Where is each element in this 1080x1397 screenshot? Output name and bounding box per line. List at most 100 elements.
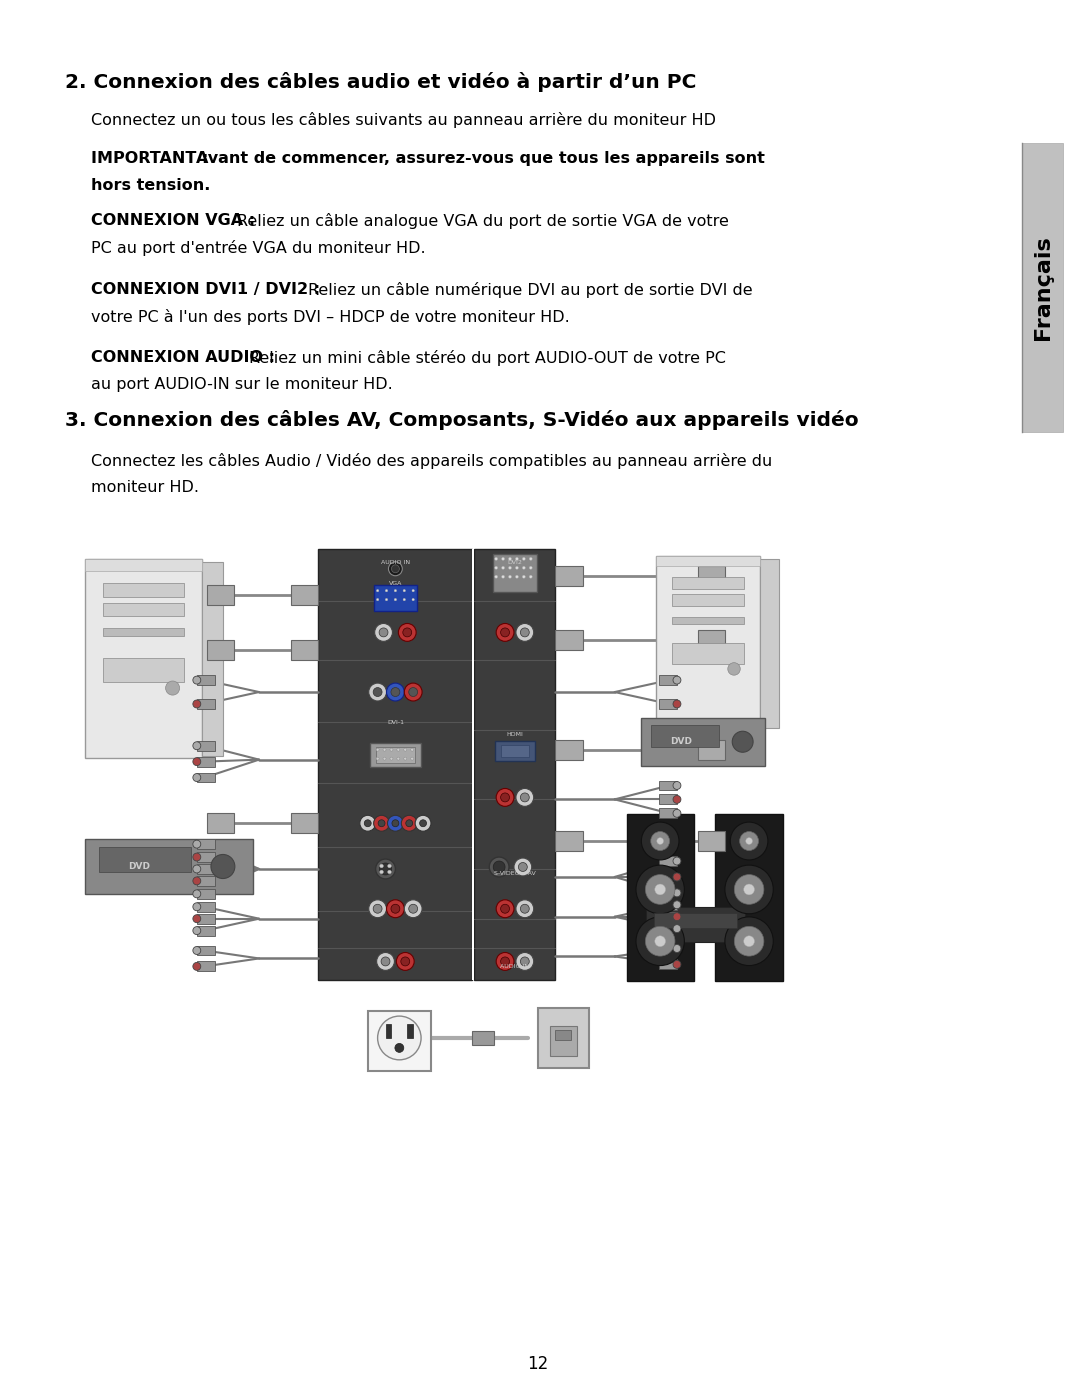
Circle shape xyxy=(673,925,680,933)
Circle shape xyxy=(411,590,415,592)
FancyBboxPatch shape xyxy=(197,946,215,956)
FancyBboxPatch shape xyxy=(374,585,417,610)
FancyBboxPatch shape xyxy=(550,1025,577,1056)
Circle shape xyxy=(391,904,400,914)
Circle shape xyxy=(360,816,376,831)
Circle shape xyxy=(521,627,529,637)
Text: IMPORTANT :: IMPORTANT : xyxy=(91,151,214,166)
Text: Reliez un mini câble stéréo du port AUDIO-OUT de votre PC: Reliez un mini câble stéréo du port AUDI… xyxy=(249,351,726,366)
FancyBboxPatch shape xyxy=(659,872,677,882)
FancyBboxPatch shape xyxy=(659,943,677,954)
Text: S-VIDEO    AV: S-VIDEO AV xyxy=(494,872,536,876)
FancyBboxPatch shape xyxy=(698,831,726,851)
Circle shape xyxy=(523,576,525,578)
Circle shape xyxy=(521,793,529,802)
FancyBboxPatch shape xyxy=(206,640,234,661)
Circle shape xyxy=(509,576,512,578)
FancyBboxPatch shape xyxy=(197,773,215,782)
Circle shape xyxy=(501,557,504,560)
Text: Reliez un câble analogue VGA du port de sortie VGA de votre: Reliez un câble analogue VGA du port de … xyxy=(238,212,729,229)
Text: au port AUDIO-IN sur le moniteur HD.: au port AUDIO-IN sur le moniteur HD. xyxy=(91,377,393,393)
FancyBboxPatch shape xyxy=(197,852,215,862)
Circle shape xyxy=(403,627,411,637)
Circle shape xyxy=(657,838,663,844)
Circle shape xyxy=(396,749,400,752)
Circle shape xyxy=(523,557,525,560)
FancyBboxPatch shape xyxy=(376,747,415,763)
Circle shape xyxy=(380,865,383,868)
FancyBboxPatch shape xyxy=(698,740,726,760)
Circle shape xyxy=(391,564,400,573)
Circle shape xyxy=(391,687,400,697)
Circle shape xyxy=(193,774,201,781)
Circle shape xyxy=(165,680,179,696)
Text: Connectez les câbles Audio / Vidéo des appareils compatibles au panneau arrière : Connectez les câbles Audio / Vidéo des a… xyxy=(91,454,772,469)
FancyBboxPatch shape xyxy=(367,1011,431,1070)
Circle shape xyxy=(368,683,387,701)
Circle shape xyxy=(386,590,388,592)
FancyBboxPatch shape xyxy=(103,658,185,682)
FancyBboxPatch shape xyxy=(206,585,234,605)
FancyBboxPatch shape xyxy=(555,1030,571,1039)
FancyBboxPatch shape xyxy=(407,1024,414,1038)
Circle shape xyxy=(381,957,390,965)
FancyBboxPatch shape xyxy=(659,960,677,970)
Circle shape xyxy=(496,623,514,641)
Circle shape xyxy=(646,875,675,904)
Text: AUDIO IN: AUDIO IN xyxy=(381,560,410,566)
Text: CONNEXION VGA :: CONNEXION VGA : xyxy=(91,212,261,228)
FancyBboxPatch shape xyxy=(472,549,474,981)
FancyBboxPatch shape xyxy=(659,888,677,898)
FancyBboxPatch shape xyxy=(103,629,185,637)
FancyBboxPatch shape xyxy=(659,856,677,866)
Text: VGA: VGA xyxy=(389,581,402,587)
Circle shape xyxy=(501,793,510,802)
FancyBboxPatch shape xyxy=(89,559,202,562)
Circle shape xyxy=(377,598,379,601)
Text: hors tension.: hors tension. xyxy=(91,179,211,193)
Circle shape xyxy=(529,566,532,569)
FancyBboxPatch shape xyxy=(494,553,537,592)
FancyBboxPatch shape xyxy=(672,616,744,623)
FancyBboxPatch shape xyxy=(642,718,765,766)
Circle shape xyxy=(514,858,531,876)
Circle shape xyxy=(730,821,768,861)
Circle shape xyxy=(529,576,532,578)
Circle shape xyxy=(636,865,685,914)
Circle shape xyxy=(521,957,529,965)
FancyBboxPatch shape xyxy=(760,559,779,728)
Circle shape xyxy=(395,1044,404,1052)
Circle shape xyxy=(399,623,416,641)
Circle shape xyxy=(394,598,396,601)
FancyBboxPatch shape xyxy=(715,814,783,981)
Circle shape xyxy=(523,566,525,569)
FancyBboxPatch shape xyxy=(651,725,719,746)
Circle shape xyxy=(383,757,386,760)
FancyBboxPatch shape xyxy=(672,594,744,606)
Text: Français: Français xyxy=(1032,235,1053,339)
FancyBboxPatch shape xyxy=(197,902,215,912)
Circle shape xyxy=(388,870,391,873)
FancyBboxPatch shape xyxy=(103,583,185,597)
FancyBboxPatch shape xyxy=(197,961,215,971)
Circle shape xyxy=(394,590,396,592)
FancyBboxPatch shape xyxy=(85,559,202,757)
Text: CONNEXION AUDIO :: CONNEXION AUDIO : xyxy=(91,351,281,365)
Circle shape xyxy=(377,953,394,971)
Circle shape xyxy=(403,590,405,592)
FancyBboxPatch shape xyxy=(555,630,583,650)
Circle shape xyxy=(386,598,388,601)
Circle shape xyxy=(374,904,382,914)
Circle shape xyxy=(495,557,498,560)
Text: DVI-1: DVI-1 xyxy=(387,721,404,725)
FancyBboxPatch shape xyxy=(197,876,215,886)
FancyBboxPatch shape xyxy=(197,675,215,685)
Text: DVI2: DVI2 xyxy=(508,560,523,566)
FancyBboxPatch shape xyxy=(659,698,677,708)
Text: votre PC à l'un des ports DVI – HDCP de votre moniteur HD.: votre PC à l'un des ports DVI – HDCP de … xyxy=(91,309,570,326)
Circle shape xyxy=(374,816,390,831)
Circle shape xyxy=(496,788,514,806)
FancyBboxPatch shape xyxy=(197,914,215,923)
Circle shape xyxy=(389,562,403,576)
Circle shape xyxy=(402,816,417,831)
